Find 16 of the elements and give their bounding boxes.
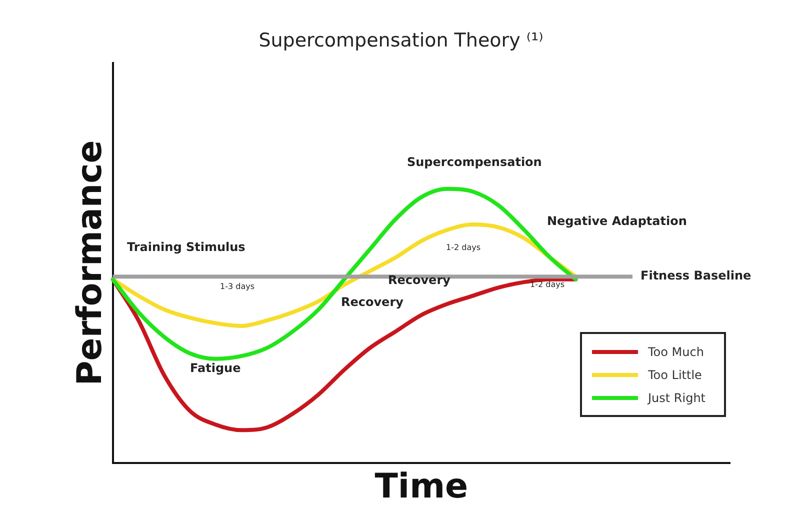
- annotation: Recovery: [341, 295, 404, 310]
- annotation: 1-3 days: [220, 282, 254, 292]
- text: Supercompensation: [407, 155, 542, 170]
- annotation: Negative Adaptation: [547, 214, 687, 228]
- annotation: Recovery: [388, 273, 451, 288]
- legend-label: Too Little: [648, 368, 702, 382]
- annotation: 1-2 days: [446, 243, 480, 252]
- legend-label: Too Much: [648, 344, 704, 358]
- x-axis-title: Time: [374, 466, 468, 506]
- y-axis-title: Performance: [70, 140, 110, 386]
- annotation: 1-2 days: [530, 280, 564, 290]
- ref-line-label: Fitness Baseline: [640, 268, 752, 283]
- annotation: Training Stimulus: [127, 240, 246, 254]
- chart-title: Supercompensation Theory ⁽¹⁾: [258, 29, 544, 52]
- legend-label: Just Right: [648, 390, 706, 404]
- annotation: Fatigue: [190, 361, 241, 376]
